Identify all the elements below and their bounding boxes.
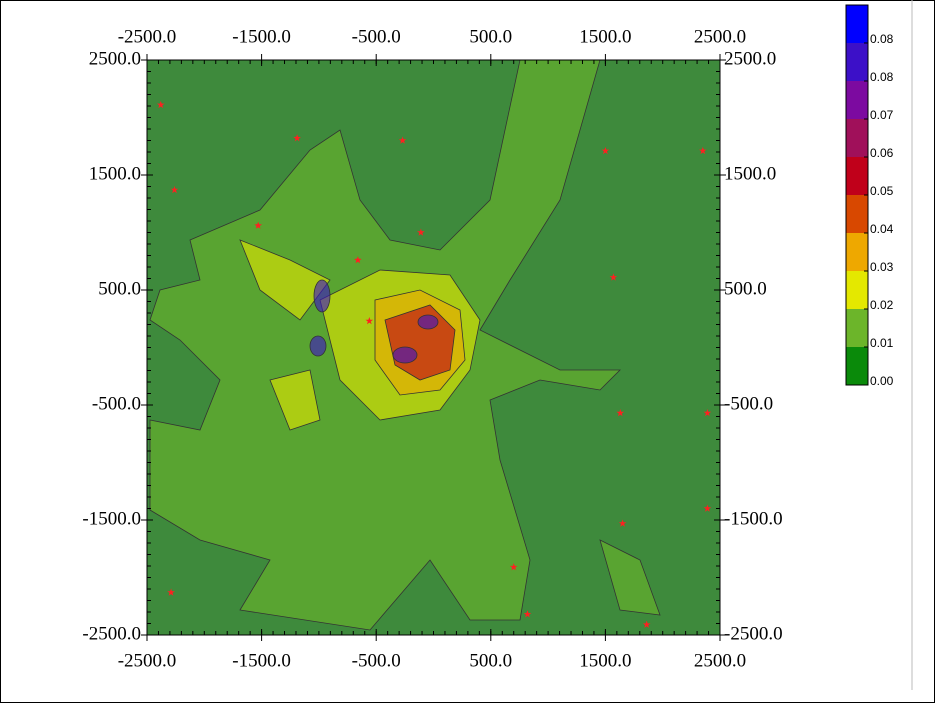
x-tick-label-top: -1500.0 <box>232 26 291 47</box>
contour-band <box>393 347 417 363</box>
contour-band <box>314 280 330 312</box>
x-tick-label-bottom: -500.0 <box>352 650 401 671</box>
colorbar-label: 0.06 <box>870 146 894 160</box>
x-tick-label-top: 500.0 <box>469 26 512 47</box>
colorbar-band <box>846 195 868 233</box>
colorbar-label: 0.08 <box>870 32 894 46</box>
y-tick-label-right: -2500.0 <box>724 623 783 644</box>
colorbar-label: 0.01 <box>870 336 894 350</box>
colorbar-label: 0.00 <box>870 374 894 388</box>
y-tick-label-left: -1500.0 <box>82 508 141 529</box>
x-tick-label-bottom: 2500.0 <box>694 650 746 671</box>
x-tick-label-top: -2500.0 <box>118 26 177 47</box>
colorbar-label: 0.04 <box>870 222 894 236</box>
x-tick-label-bottom: -2500.0 <box>118 650 177 671</box>
x-tick-label-bottom: 1500.0 <box>579 650 631 671</box>
chart: -2500.0 -2500.0 -1500.0 -1500.0 -500.0 -500.0… <box>0 0 935 703</box>
colorbar-band <box>846 119 868 157</box>
colorbar-band <box>846 233 868 271</box>
x-tick-label-bottom: -1500.0 <box>232 650 291 671</box>
colorbar-label: 0.07 <box>870 108 894 122</box>
colorbar-band <box>846 271 868 309</box>
y-tick-label-left: -2500.0 <box>82 623 141 644</box>
colorbar-label: 0.02 <box>870 298 894 312</box>
y-tick-label-left: 2500.0 <box>89 48 141 69</box>
y-tick-label-right: -500.0 <box>724 393 773 414</box>
colorbar-band <box>846 157 868 195</box>
colorbar-label: 0.05 <box>870 184 894 198</box>
x-tick-label-top: -500.0 <box>352 26 401 47</box>
x-tick-label-top: 1500.0 <box>579 26 631 47</box>
y-tick-label-right: 2500.0 <box>724 48 776 69</box>
colorbar-band <box>846 309 868 347</box>
colorbar-band <box>846 347 868 385</box>
colorbar-band <box>846 81 868 119</box>
y-tick-label-left: 500.0 <box>98 278 141 299</box>
y-tick-label-right: -1500.0 <box>724 508 783 529</box>
contour-band <box>418 315 438 329</box>
y-tick-label-right: 500.0 <box>724 278 767 299</box>
x-tick-label-bottom: 500.0 <box>469 650 512 671</box>
x-tick-label-top: 2500.0 <box>694 26 746 47</box>
colorbar-band <box>846 5 868 43</box>
colorbar-band <box>846 43 868 81</box>
y-tick-label-left: 1500.0 <box>89 163 141 184</box>
colorbar-label: 0.08 <box>870 70 894 84</box>
y-tick-label-left: -500.0 <box>92 393 141 414</box>
colorbar-label: 0.03 <box>870 260 894 274</box>
contour-band <box>310 336 326 356</box>
y-tick-label-right: 1500.0 <box>724 163 776 184</box>
